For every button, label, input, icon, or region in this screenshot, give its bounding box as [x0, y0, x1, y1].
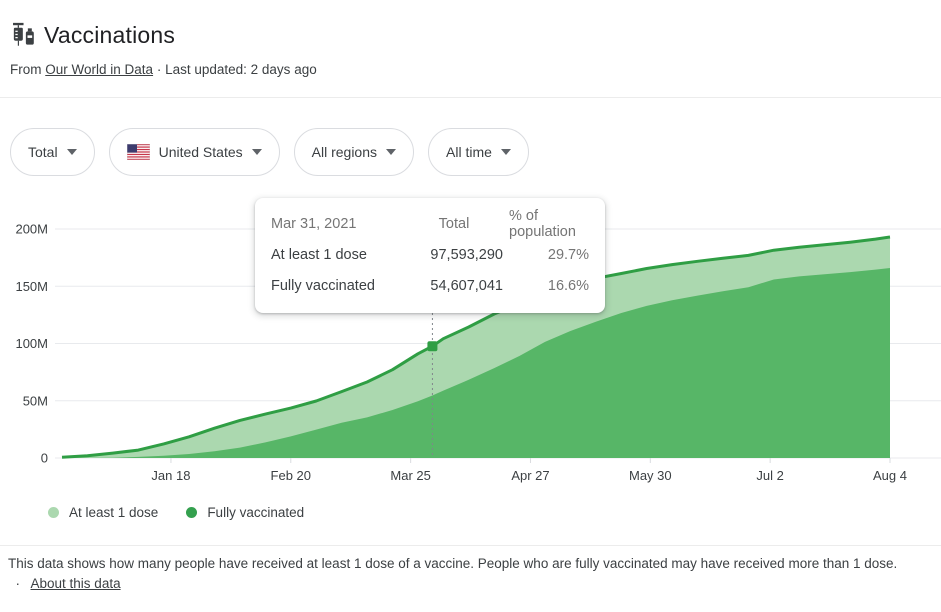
chevron-down-icon	[251, 149, 262, 155]
vaccine-syringe-icon	[13, 22, 34, 46]
page-title: Vaccinations	[44, 22, 176, 48]
chart-tooltip: Mar 31, 2021 Total % of population At le…	[255, 198, 605, 313]
chevron-down-icon	[500, 149, 511, 155]
vaccination-area-chart[interactable]: 0 50M 100M 150M 200M Jan 18 Feb 20 Mar 25 Apr 27…	[0, 195, 941, 495]
filter-metric-label: Total	[28, 144, 58, 160]
svg-text:Mar 25: Mar 25	[390, 468, 430, 483]
svg-text:May 30: May 30	[629, 468, 672, 483]
about-this-data-link[interactable]: About this data	[30, 576, 121, 592]
svg-text:100M: 100M	[15, 336, 48, 351]
filter-bar: Total United States	[10, 128, 529, 176]
svg-text:50M: 50M	[23, 393, 48, 408]
tooltip-row-pct: 16.6%	[547, 277, 589, 294]
legend-swatch-light-green	[48, 507, 59, 518]
source-prefix: From	[10, 62, 42, 77]
tooltip-row-pct: 29.7%	[547, 246, 589, 263]
dot-separator: ·	[8, 576, 28, 592]
us-flag-icon	[126, 143, 150, 161]
svg-text:200M: 200M	[15, 222, 48, 237]
filter-region-label: All regions	[311, 144, 378, 160]
footer-note: This data shows how many people have rec…	[8, 554, 910, 595]
svg-text:Jan 18: Jan 18	[151, 468, 190, 483]
last-updated: Last updated: 2 days ago	[165, 62, 317, 77]
chart-legend: At least 1 dose Fully vaccinated	[48, 505, 304, 520]
legend-swatch-dark-green	[186, 507, 198, 518]
filter-country-label: United States	[158, 144, 243, 160]
filter-metric[interactable]: Total	[10, 128, 95, 176]
filter-region[interactable]: All regions	[293, 128, 415, 176]
tooltip-col-total: Total	[438, 215, 470, 232]
chevron-down-icon	[386, 149, 397, 155]
filter-time[interactable]: All time	[428, 128, 529, 176]
filter-country[interactable]: United States	[108, 128, 280, 176]
legend-item-fully-vaccinated[interactable]: Fully vaccinated	[186, 505, 304, 520]
svg-text:0: 0	[41, 451, 48, 466]
svg-text:150M: 150M	[15, 279, 48, 294]
source-line: From Our World in Data · Last updated: 2…	[10, 62, 317, 77]
chevron-down-icon	[66, 149, 77, 155]
legend-label: At least 1 dose	[69, 505, 159, 520]
svg-text:Aug 4: Aug 4	[873, 468, 907, 483]
svg-text:Jul 2: Jul 2	[756, 468, 783, 483]
tooltip-row-total: 54,607,041	[430, 277, 503, 294]
tooltip-row-label: Fully vaccinated	[271, 277, 375, 294]
svg-text:Feb 20: Feb 20	[271, 468, 311, 483]
tooltip-row-label: At least 1 dose	[271, 246, 367, 263]
footer-divider	[0, 545, 941, 546]
header-divider	[0, 97, 941, 98]
filter-time-label: All time	[446, 144, 492, 160]
tooltip-col-pct: % of population	[509, 207, 576, 240]
tooltip-date: Mar 31, 2021	[271, 215, 357, 232]
legend-item-at-least-1-dose[interactable]: At least 1 dose	[48, 505, 158, 520]
footer-text: This data shows how many people have rec…	[8, 556, 898, 571]
source-link[interactable]: Our World in Data	[45, 62, 154, 77]
dot-separator: ·	[156, 62, 162, 77]
tooltip-row-total: 97,593,290	[430, 246, 503, 263]
svg-text:Apr 27: Apr 27	[511, 468, 549, 483]
legend-label: Fully vaccinated	[207, 505, 305, 520]
